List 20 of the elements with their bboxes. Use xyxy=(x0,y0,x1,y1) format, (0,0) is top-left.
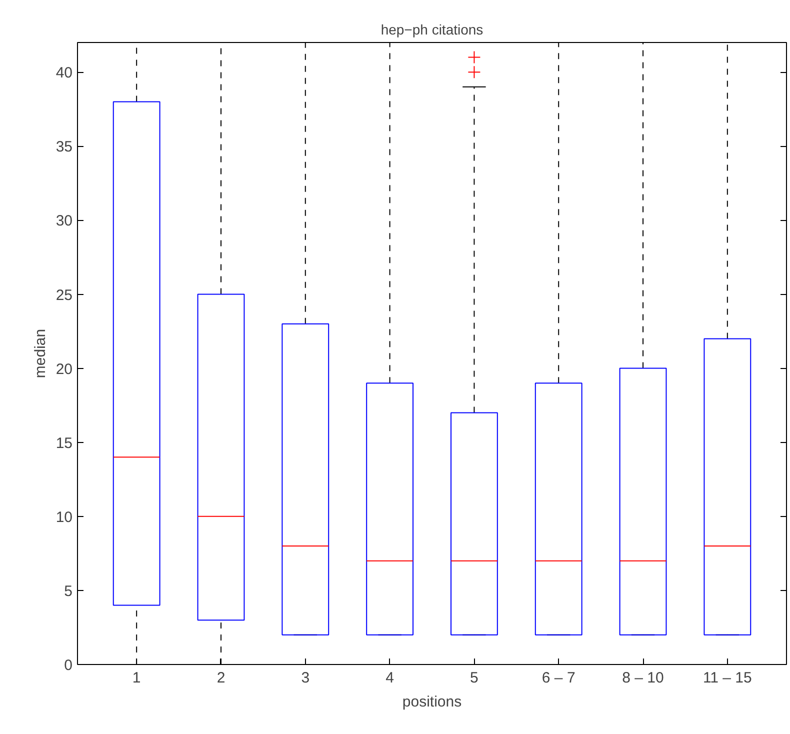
x-tick-label: 4 xyxy=(386,670,394,686)
y-tick-label: 20 xyxy=(56,360,73,378)
x-axis-title: positions xyxy=(402,694,462,710)
x-tick-label: 5 xyxy=(470,670,478,686)
x-tick-label: 3 xyxy=(301,670,310,686)
y-tick-label: 30 xyxy=(56,212,73,230)
x-tick-label: 2 xyxy=(216,670,226,686)
y-axis-title: median xyxy=(32,328,49,378)
y-tick-label: 40 xyxy=(56,64,73,82)
chart-title: hep−ph citations xyxy=(380,22,484,38)
x-tick-label: 8 – 10 xyxy=(622,670,664,686)
y-tick-label: 35 xyxy=(56,138,73,156)
x-tick-label: 6 – 7 xyxy=(542,670,576,686)
y-tick-label: 10 xyxy=(56,508,73,526)
y-tick-label: 5 xyxy=(64,582,72,600)
y-tick-label: 25 xyxy=(56,286,73,304)
y-tick-label: 0 xyxy=(64,657,72,674)
x-tick-label: 1 xyxy=(132,670,141,686)
y-tick-label: 15 xyxy=(56,434,73,452)
x-tick-label: 11 – 15 xyxy=(702,670,752,686)
